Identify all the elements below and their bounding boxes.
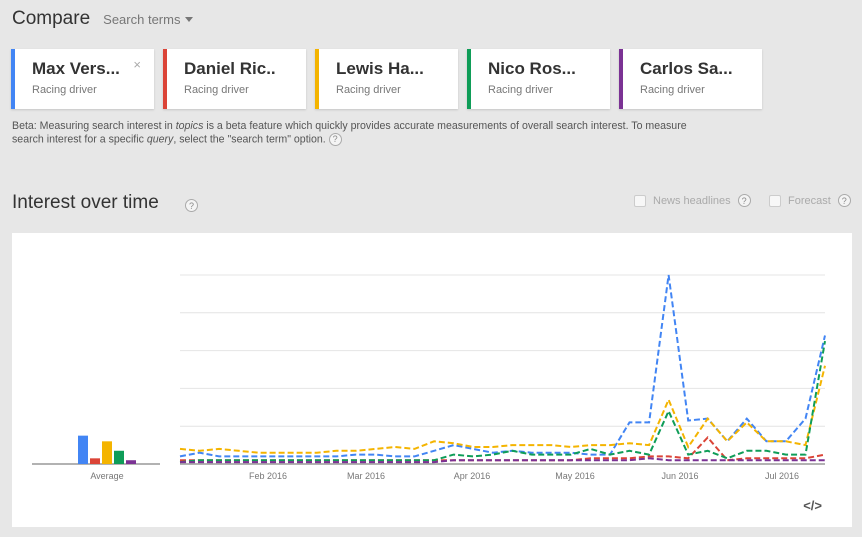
term-card-4[interactable]: Nico Ros... Racing driver — [467, 49, 610, 109]
beta-text-3: , select the "search term" option. — [173, 133, 326, 146]
x-tick-label: Mar 2016 — [347, 471, 385, 481]
help-icon[interactable]: ? — [737, 194, 751, 207]
series-line-3 — [179, 365, 826, 454]
forecast-checkbox[interactable] — [769, 194, 781, 207]
news-headlines-label: News headlines — [653, 194, 731, 207]
term-type: Racing driver — [336, 84, 401, 96]
average-bar — [90, 458, 100, 464]
news-headlines-option[interactable]: News headlines ? — [634, 194, 751, 207]
term-card-3[interactable]: Lewis Ha... Racing driver — [315, 49, 458, 109]
comparison-cards: Max Vers... Racing driver × Daniel Ric..… — [11, 49, 771, 109]
average-label: Average — [90, 471, 123, 481]
average-bar — [126, 460, 136, 464]
term-type: Racing driver — [640, 84, 705, 96]
caret-down-icon — [185, 17, 194, 22]
term-name: Carlos Sa... — [640, 59, 733, 78]
average-bar — [114, 450, 124, 464]
series-line-1 — [179, 274, 826, 458]
beta-text-2: is a beta feature which quickly provides… — [12, 120, 687, 146]
term-name: Max Vers... — [32, 59, 120, 78]
search-terms-dropdown[interactable]: Search terms — [103, 12, 194, 27]
x-tick-label: Jul 2016 — [765, 471, 799, 481]
embed-code-icon[interactable]: </> — [803, 498, 822, 513]
help-icon[interactable]: ? — [185, 199, 198, 212]
x-tick-label: Apr 2016 — [454, 471, 491, 481]
beta-em-topics: topics — [175, 120, 204, 132]
term-type: Racing driver — [184, 84, 249, 96]
help-icon[interactable]: ? — [837, 194, 851, 207]
close-icon[interactable]: × — [133, 57, 141, 72]
forecast-label: Forecast — [788, 194, 831, 207]
page-title: Compare — [12, 8, 91, 29]
news-headlines-checkbox[interactable] — [634, 194, 646, 207]
term-name: Lewis Ha... — [336, 59, 424, 78]
compare-header: Compare Search terms — [12, 8, 194, 30]
x-tick-label: May 2016 — [555, 471, 595, 481]
forecast-option[interactable]: Forecast ? — [769, 194, 851, 207]
term-card-2[interactable]: Daniel Ric.. Racing driver — [163, 49, 306, 109]
term-type: Racing driver — [32, 84, 97, 96]
term-card-5[interactable]: Carlos Sa... Racing driver — [619, 49, 762, 109]
average-bar — [102, 441, 112, 464]
interest-chart-panel: Average Feb 2016 Mar 2016 Apr 2016 May 2016 J… — [12, 233, 852, 527]
interest-over-time-title: Interest over time — [12, 192, 159, 213]
term-name: Daniel Ric.. — [184, 59, 276, 78]
average-bar — [78, 435, 88, 464]
term-type: Racing driver — [488, 84, 553, 96]
interest-chart: Average Feb 2016 Mar 2016 Apr 2016 May 2016 J… — [32, 274, 826, 481]
series-line-2 — [180, 436, 826, 462]
term-card-1[interactable]: Max Vers... Racing driver × — [11, 49, 154, 109]
term-name: Nico Ros... — [488, 59, 576, 78]
beta-em-query: query — [146, 133, 174, 146]
help-icon[interactable]: ? — [328, 133, 342, 146]
search-terms-label: Search terms — [103, 12, 181, 27]
x-tick-label: Feb 2016 — [249, 471, 287, 481]
x-tick-label: Jun 2016 — [661, 471, 698, 481]
beta-text-1: Beta: Measuring search interest in — [12, 120, 176, 132]
series-line-4 — [179, 340, 826, 464]
beta-note: Beta: Measuring search interest in topic… — [12, 120, 692, 146]
